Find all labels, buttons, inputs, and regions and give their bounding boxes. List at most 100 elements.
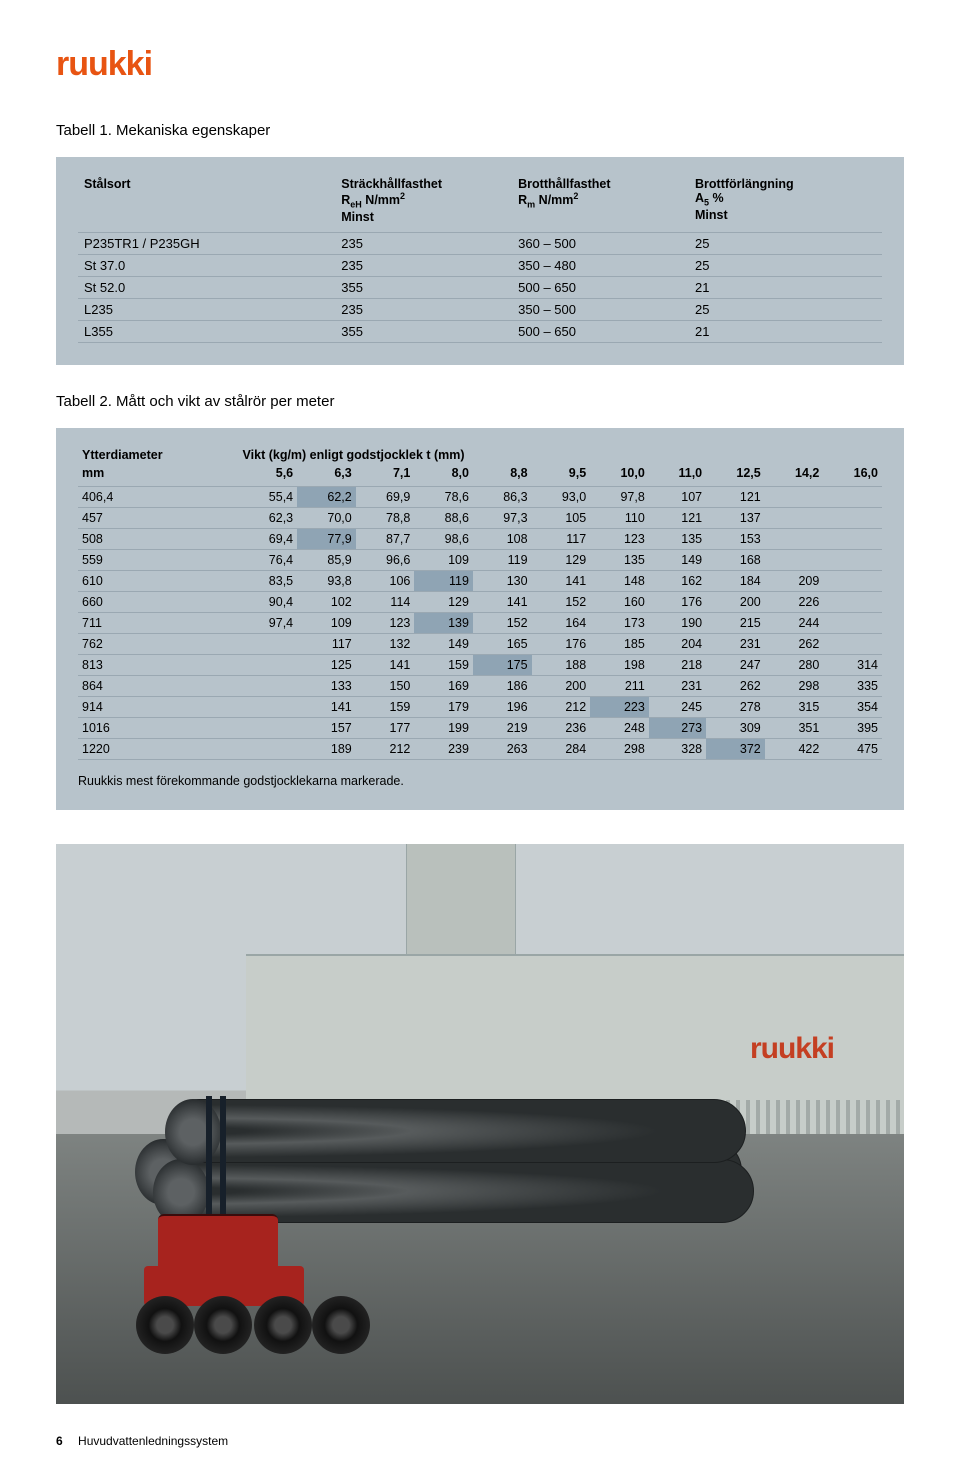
table-cell: 244 — [765, 612, 824, 633]
table-cell — [823, 570, 882, 591]
facade-sign: ruukki — [750, 1032, 834, 1066]
table-cell: 196 — [473, 696, 532, 717]
t2-thickness-header: 9,5 — [532, 464, 591, 487]
table-row: L355355500 – 65021 — [78, 320, 882, 342]
table-row: 1016157177199219236248273309351395 — [78, 717, 882, 738]
table-cell: 93,8 — [297, 570, 356, 591]
table-cell: 660 — [78, 591, 239, 612]
t2-thickness-header: 10,0 — [590, 464, 649, 487]
table-cell: 500 – 650 — [512, 276, 689, 298]
photo-illustration: ruukki — [56, 844, 904, 1404]
table-cell: 360 – 500 — [512, 232, 689, 254]
table-cell: 109 — [297, 612, 356, 633]
table-cell: 190 — [649, 612, 706, 633]
table-cell — [823, 549, 882, 570]
table-cell: 25 — [689, 232, 882, 254]
table-row: 50869,477,987,798,6108117123135153 — [78, 528, 882, 549]
page-number: 6 — [56, 1434, 63, 1448]
table-row: St 37.0235350 – 48025 — [78, 254, 882, 276]
table-cell: 25 — [689, 298, 882, 320]
table-cell — [239, 675, 298, 696]
table-cell: 1016 — [78, 717, 239, 738]
table-cell: 69,9 — [356, 486, 415, 507]
table-cell: 711 — [78, 612, 239, 633]
table-cell: 152 — [532, 591, 591, 612]
table-cell: 129 — [414, 591, 473, 612]
table-cell: 107 — [649, 486, 706, 507]
t2-thickness-header: 16,0 — [823, 464, 882, 487]
table-cell: 102 — [297, 591, 356, 612]
table-cell: 77,9 — [297, 528, 356, 549]
table-cell: 215 — [706, 612, 765, 633]
table-cell: 78,8 — [356, 507, 415, 528]
table-cell: 328 — [649, 738, 706, 759]
table-cell — [239, 654, 298, 675]
table-cell: 262 — [765, 633, 824, 654]
table-cell: 149 — [414, 633, 473, 654]
table-cell: 90,4 — [239, 591, 298, 612]
table-cell — [823, 612, 882, 633]
table-cell: 218 — [649, 654, 706, 675]
table-cell: 62,3 — [239, 507, 298, 528]
table-cell — [239, 633, 298, 654]
t2-thickness-header: 8,8 — [473, 464, 532, 487]
table-cell: 184 — [706, 570, 765, 591]
table-cell: 96,6 — [356, 549, 415, 570]
table-cell: 219 — [473, 717, 532, 738]
table-cell: 262 — [706, 675, 765, 696]
table-cell: 93,0 — [532, 486, 591, 507]
table-cell: 119 — [414, 570, 473, 591]
table-cell: 70,0 — [297, 507, 356, 528]
table-cell: L355 — [78, 320, 335, 342]
table-cell: 248 — [590, 717, 649, 738]
table-cell: 117 — [297, 633, 356, 654]
table-cell: 351 — [765, 717, 824, 738]
table-cell — [765, 528, 824, 549]
table-cell: 209 — [765, 570, 824, 591]
table-row: St 52.0355500 – 65021 — [78, 276, 882, 298]
table-cell: 235 — [335, 254, 512, 276]
table-cell: 150 — [356, 675, 415, 696]
t2-h-mm: mm — [78, 464, 239, 487]
table-cell — [239, 717, 298, 738]
table-cell: 123 — [590, 528, 649, 549]
table-cell: 200 — [706, 591, 765, 612]
forklift — [114, 1196, 344, 1356]
table-cell: 245 — [649, 696, 706, 717]
table-cell: 152 — [473, 612, 532, 633]
table-cell: 160 — [590, 591, 649, 612]
table-row: 406,455,462,269,978,686,393,097,8107121 — [78, 486, 882, 507]
table-cell: 239 — [414, 738, 473, 759]
table-cell: 21 — [689, 276, 882, 298]
page-footer: 6 Huvudvattenledningssystem — [56, 1434, 904, 1448]
table-row: 66090,4102114129141152160176200226 — [78, 591, 882, 612]
table-cell — [239, 738, 298, 759]
table-cell: 108 — [473, 528, 532, 549]
table-cell: 123 — [356, 612, 415, 633]
table-cell: 137 — [706, 507, 765, 528]
t2-thickness-header: 6,3 — [297, 464, 356, 487]
table-cell: 914 — [78, 696, 239, 717]
table-cell: 314 — [823, 654, 882, 675]
table-cell: 149 — [649, 549, 706, 570]
table-cell: 315 — [765, 696, 824, 717]
table-cell: 169 — [414, 675, 473, 696]
table-cell: 335 — [823, 675, 882, 696]
table-cell: 559 — [78, 549, 239, 570]
table-cell: 162 — [649, 570, 706, 591]
table-cell — [823, 507, 882, 528]
table-cell: 280 — [765, 654, 824, 675]
table-row: P235TR1 / P235GH235360 – 50025 — [78, 232, 882, 254]
table-cell: 25 — [689, 254, 882, 276]
table-cell: 76,4 — [239, 549, 298, 570]
table-cell: 164 — [532, 612, 591, 633]
table-cell: 168 — [706, 549, 765, 570]
table-cell: 298 — [590, 738, 649, 759]
table-cell: 114 — [356, 591, 415, 612]
table-cell: 372 — [706, 738, 765, 759]
table-cell: 212 — [532, 696, 591, 717]
table-cell — [823, 486, 882, 507]
table-cell: 186 — [473, 675, 532, 696]
table-cell: 204 — [649, 633, 706, 654]
table-cell: 354 — [823, 696, 882, 717]
